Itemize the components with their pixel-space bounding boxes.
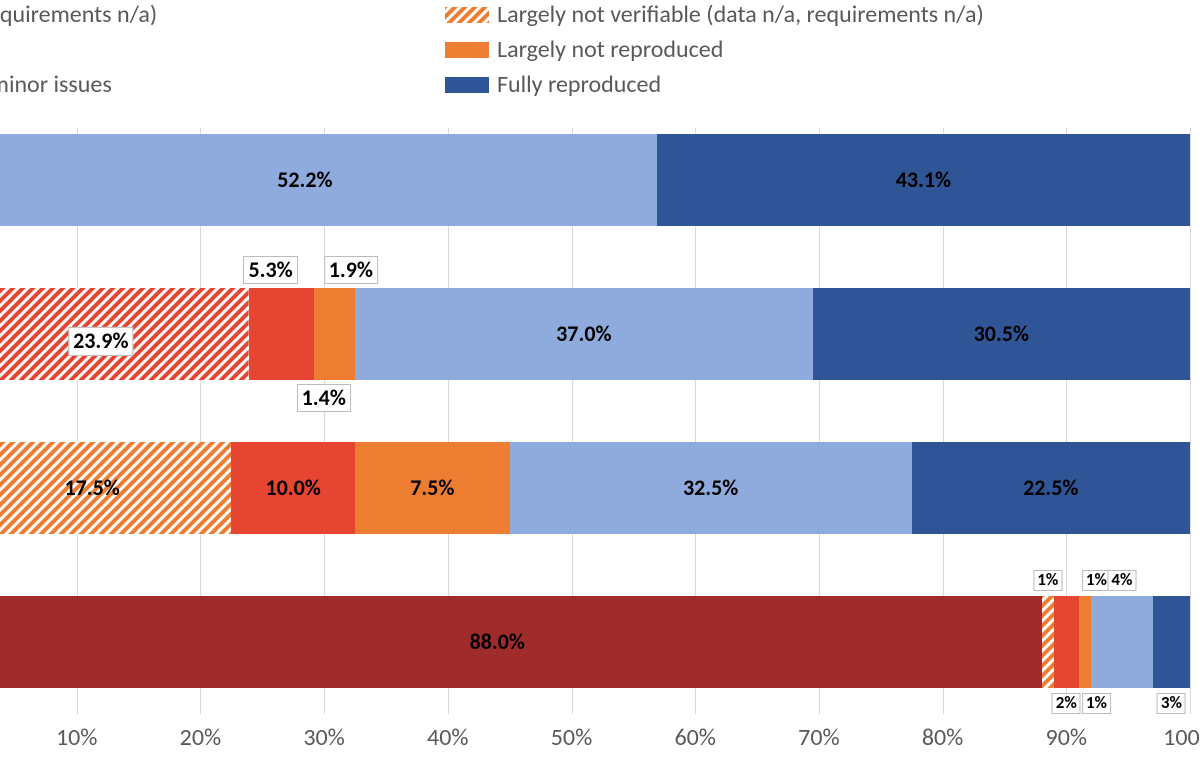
x-tick-label: 90% xyxy=(1046,723,1087,752)
segment-not-reproduced: 2% xyxy=(1054,596,1079,688)
data-label: 2% xyxy=(1052,693,1081,714)
x-tick-label: 50% xyxy=(551,723,592,752)
bar-row: 88.0% 1%2%1%1%4%3% xyxy=(0,596,1190,688)
data-label: 23.9% xyxy=(68,327,133,355)
segment-largely-not-reproduced: 7.5% xyxy=(355,442,510,534)
x-tick-label: 40% xyxy=(427,723,468,752)
x-tick-label: 60% xyxy=(674,723,715,752)
segment-largely-reproduced: 37.0% xyxy=(355,288,813,380)
plot-area: 52.2%43.1%23.9%5.3%1.9%1.4%37.0%30.5%17.… xyxy=(0,128,1190,714)
segment-largely-reproduced: 52.2% xyxy=(0,134,657,226)
legend-label: Largely not verifiable (data n/a, requir… xyxy=(497,0,984,29)
legend: Not verifiable (data n/a, requirements n… xyxy=(0,0,1200,99)
data-label: 88.0% xyxy=(468,630,527,654)
data-label: 1% xyxy=(1082,693,1111,714)
legend-item-fully-reproduced: Fully reproduced xyxy=(445,70,1200,99)
data-label: 30.5% xyxy=(972,322,1031,346)
bar-row: 17.5% 10.0% 7.5% 32.5% 22.5% xyxy=(0,442,1190,534)
legend-label: Largely not reproduced xyxy=(497,35,723,64)
segment-largely-not-reproduced: 1%1% xyxy=(1079,596,1091,688)
legend-label: Not verifiable (data n/a, requirements n… xyxy=(0,0,157,29)
segment-largely-not-verifiable: 17.5% xyxy=(0,442,231,534)
gridline xyxy=(1190,128,1191,714)
legend-swatch xyxy=(445,77,489,93)
segment-largely-reproduced: 4% xyxy=(1091,596,1153,688)
x-tick-label: 10% xyxy=(56,723,97,752)
segment-fully-reproduced: 22.5% xyxy=(912,442,1190,534)
segment-fully-reproduced: 43.1% xyxy=(657,134,1190,226)
data-label: 43.1% xyxy=(894,168,953,192)
segment-largely-not-verifiable: 23.9% xyxy=(0,288,249,380)
x-tick-label: 80% xyxy=(922,723,963,752)
segment-largely-not-verifiable: 1% xyxy=(1042,596,1054,688)
x-tick-label: 20% xyxy=(180,723,221,752)
bar-row: 52.2% 43.1% xyxy=(0,134,1190,226)
data-label: 7.5% xyxy=(408,476,456,500)
data-label: 5.3% xyxy=(243,256,297,284)
data-label: 4% xyxy=(1107,570,1136,591)
x-tick-label: 70% xyxy=(798,723,839,752)
data-label: 37.0% xyxy=(554,322,613,346)
bar-row: 23.9% 5.3%1.9%1.4% 37.0% 30.5% xyxy=(0,288,1190,380)
data-label: 32.5% xyxy=(681,476,740,500)
legend-item-largely-reproduced: Largely reproduced, with minor issues xyxy=(0,70,445,99)
legend-label: Fully reproduced xyxy=(497,70,661,99)
segment-not-verifiable: 88.0% xyxy=(0,596,1042,688)
data-label: 17.5% xyxy=(62,476,121,500)
segment-largely-reproduced: 32.5% xyxy=(510,442,912,534)
data-label: 22.5% xyxy=(1021,476,1080,500)
legend-item-largely-not-reproduced: Largely not reproduced xyxy=(445,35,1200,64)
segment-not-reproduced: 10.0% xyxy=(231,442,355,534)
data-label: 1.9% xyxy=(324,256,378,284)
data-label: 1% xyxy=(1033,570,1062,591)
legend-label: Largely reproduced, with minor issues xyxy=(0,70,112,99)
x-axis: 0%10%20%30%40%50%60%70%80%90%100% xyxy=(0,721,1190,751)
x-tick-label: 100% xyxy=(1163,723,1200,752)
legend-item-not-verifiable: Not verifiable (data n/a, requirements n… xyxy=(0,0,445,29)
segment-largely-not-reproduced: 1.9%1.4% xyxy=(314,288,355,380)
segment-not-reproduced: 5.3% xyxy=(249,288,315,380)
legend-swatch xyxy=(445,7,489,23)
legend-swatch xyxy=(445,42,489,58)
data-label: 1.4% xyxy=(297,384,351,412)
segment-fully-reproduced: 30.5% xyxy=(813,288,1190,380)
segment-fully-reproduced: 3% xyxy=(1153,596,1190,688)
data-label: 3% xyxy=(1157,693,1186,714)
data-label: 10.0% xyxy=(263,476,322,500)
x-tick-label: 30% xyxy=(303,723,344,752)
stacked-bar-chart: Not verifiable (data n/a, requirements n… xyxy=(0,0,1200,769)
data-label: 52.2% xyxy=(275,168,334,192)
legend-item-not-reproduced: Not reproduced xyxy=(0,35,445,64)
legend-item-largely-not-verifiable: Largely not verifiable (data n/a, requir… xyxy=(445,0,1200,29)
